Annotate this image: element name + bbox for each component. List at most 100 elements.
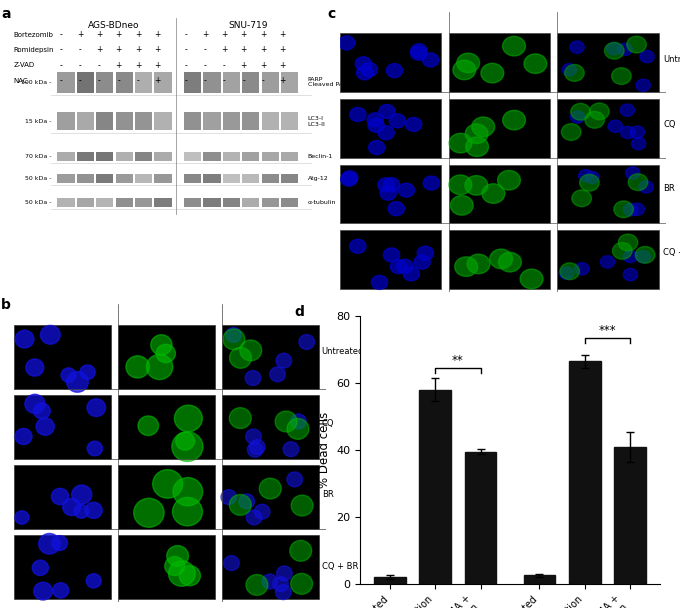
Circle shape: [262, 574, 277, 589]
Circle shape: [585, 202, 605, 219]
Bar: [242, 112, 260, 130]
Bar: [77, 152, 94, 161]
Circle shape: [71, 485, 92, 504]
Text: Bortezomib: Bortezomib: [14, 32, 54, 38]
Bar: [449, 165, 550, 223]
Bar: [464, 452, 496, 584]
Text: 50 kDa -: 50 kDa -: [24, 200, 51, 205]
Circle shape: [588, 139, 608, 156]
Bar: [242, 174, 260, 183]
Circle shape: [395, 139, 411, 153]
Text: -: -: [223, 76, 226, 85]
Circle shape: [476, 268, 499, 287]
Circle shape: [275, 585, 291, 599]
Text: c: c: [327, 7, 335, 21]
Circle shape: [408, 73, 424, 87]
Circle shape: [598, 243, 612, 255]
Bar: [262, 112, 279, 130]
Circle shape: [287, 418, 309, 440]
Text: Merged: Merged: [568, 18, 602, 27]
Text: ***: ***: [598, 324, 616, 337]
Circle shape: [600, 275, 614, 288]
Circle shape: [359, 43, 375, 57]
Text: d: d: [294, 305, 305, 319]
Bar: [281, 198, 299, 207]
Circle shape: [601, 194, 621, 210]
Text: +: +: [116, 46, 122, 55]
Bar: [184, 72, 201, 92]
Circle shape: [299, 334, 315, 350]
Text: α-tubulin: α-tubulin: [307, 200, 336, 205]
Circle shape: [452, 47, 475, 66]
Bar: [242, 152, 260, 161]
Bar: [222, 325, 319, 389]
Circle shape: [522, 58, 545, 78]
Bar: [374, 577, 406, 584]
Text: CQ + BR: CQ + BR: [322, 562, 358, 571]
Circle shape: [270, 367, 286, 382]
Bar: [154, 152, 171, 161]
Text: +: +: [154, 30, 160, 39]
Text: CQ: CQ: [663, 120, 676, 128]
Bar: [135, 72, 152, 92]
Text: DAPI: DAPI: [379, 18, 399, 27]
Bar: [96, 112, 114, 130]
Circle shape: [32, 560, 48, 576]
Circle shape: [563, 188, 583, 204]
Text: DAPI: DAPI: [50, 310, 71, 319]
Circle shape: [277, 566, 292, 581]
Circle shape: [391, 143, 407, 157]
Circle shape: [26, 359, 44, 376]
Circle shape: [290, 414, 306, 429]
Bar: [116, 174, 133, 183]
Circle shape: [578, 170, 592, 182]
Circle shape: [621, 138, 635, 150]
Circle shape: [420, 176, 437, 190]
Circle shape: [126, 356, 150, 378]
Text: SNU-719: SNU-719: [228, 21, 268, 30]
Circle shape: [221, 489, 237, 505]
Circle shape: [15, 330, 34, 348]
Circle shape: [562, 113, 577, 125]
Bar: [203, 112, 221, 130]
Circle shape: [80, 365, 95, 379]
Text: 70 kDa -: 70 kDa -: [24, 154, 51, 159]
Circle shape: [146, 354, 173, 379]
Text: +: +: [260, 46, 267, 55]
Circle shape: [422, 209, 439, 223]
Circle shape: [156, 344, 175, 363]
Circle shape: [392, 36, 408, 50]
Text: -: -: [98, 76, 101, 85]
Circle shape: [409, 250, 425, 264]
Text: Atg-12: Atg-12: [307, 176, 328, 181]
Circle shape: [67, 371, 88, 392]
Circle shape: [357, 75, 373, 89]
Text: -: -: [137, 76, 139, 85]
Circle shape: [360, 238, 377, 252]
Circle shape: [246, 510, 262, 525]
Circle shape: [53, 582, 69, 598]
Text: +: +: [154, 76, 160, 85]
Circle shape: [580, 64, 600, 81]
Circle shape: [572, 262, 592, 279]
Text: -: -: [59, 61, 62, 70]
Text: CQ: CQ: [322, 419, 334, 427]
Circle shape: [421, 125, 437, 139]
Text: -: -: [59, 46, 62, 55]
Circle shape: [151, 335, 172, 355]
Bar: [77, 174, 94, 183]
Circle shape: [518, 264, 541, 285]
Text: -: -: [59, 30, 62, 39]
Text: -: -: [203, 46, 207, 55]
Bar: [262, 72, 279, 92]
Bar: [118, 395, 215, 459]
Bar: [340, 230, 441, 289]
Circle shape: [519, 255, 542, 274]
Circle shape: [581, 249, 595, 261]
Circle shape: [624, 204, 639, 216]
Circle shape: [245, 370, 260, 385]
Bar: [222, 395, 319, 459]
Text: +: +: [221, 46, 228, 55]
Text: +: +: [221, 30, 228, 39]
Circle shape: [349, 170, 365, 184]
